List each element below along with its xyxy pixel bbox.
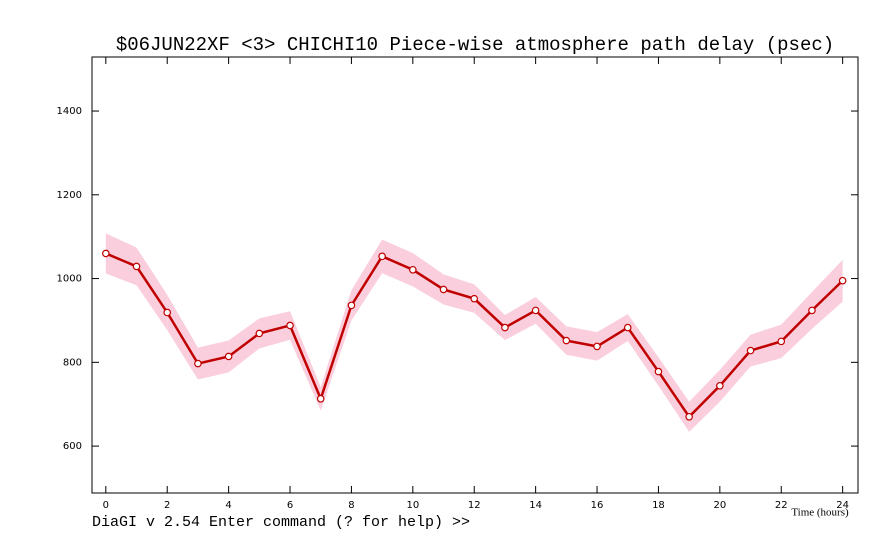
data-point (409, 265, 417, 274)
data-point (378, 252, 386, 261)
data-point (746, 346, 755, 355)
data-point (562, 336, 571, 345)
data-point (777, 337, 786, 346)
data-point (194, 359, 202, 368)
x-axis-label: Time (hours) (791, 507, 849, 519)
y-tick-label: 1200 (57, 190, 82, 201)
data-point (716, 381, 724, 390)
data-point (593, 342, 601, 351)
data-point (132, 262, 141, 271)
x-tick-label: 2 (164, 500, 170, 511)
x-tick-label: 12 (468, 500, 481, 511)
data-point (501, 323, 509, 332)
data-point (808, 306, 816, 315)
x-tick-label: 14 (529, 500, 542, 511)
x-tick-label: 10 (406, 500, 419, 511)
data-point (255, 329, 264, 338)
data-point (470, 294, 479, 303)
y-tick-label: 1000 (57, 274, 82, 285)
data-point (102, 249, 110, 258)
x-tick-label: 22 (775, 500, 788, 511)
y-tick-label: 1400 (57, 106, 82, 117)
plot-frame (91, 56, 859, 494)
data-point (347, 301, 356, 310)
data-point (531, 306, 540, 315)
y-tick-label: 800 (63, 357, 82, 368)
data-point (838, 276, 847, 285)
x-tick-label: 0 (103, 500, 109, 511)
chart-title: $06JUN22XF <3> CHICHI10 Piece-wise atmos… (116, 34, 834, 56)
data-point (286, 321, 294, 330)
series-line (105, 252, 844, 419)
x-tick-label: 24 (836, 500, 849, 511)
x-tick-label: 16 (591, 500, 604, 511)
data-point (163, 308, 172, 317)
data-point (685, 412, 693, 421)
x-tick-label: 8 (348, 500, 354, 511)
data-point (623, 323, 632, 332)
data-point (224, 352, 233, 361)
x-tick-label: 4 (225, 500, 231, 511)
data-point (439, 285, 448, 294)
data-point (654, 367, 663, 376)
x-tick-label: 20 (713, 500, 726, 511)
y-tick-label: 600 (63, 441, 82, 452)
x-tick-label: 6 (287, 500, 293, 511)
data-point (316, 394, 325, 403)
x-tick-label: 18 (652, 500, 665, 511)
command-prompt: DiaGI v 2.54 Enter command (? for help) … (92, 514, 470, 531)
